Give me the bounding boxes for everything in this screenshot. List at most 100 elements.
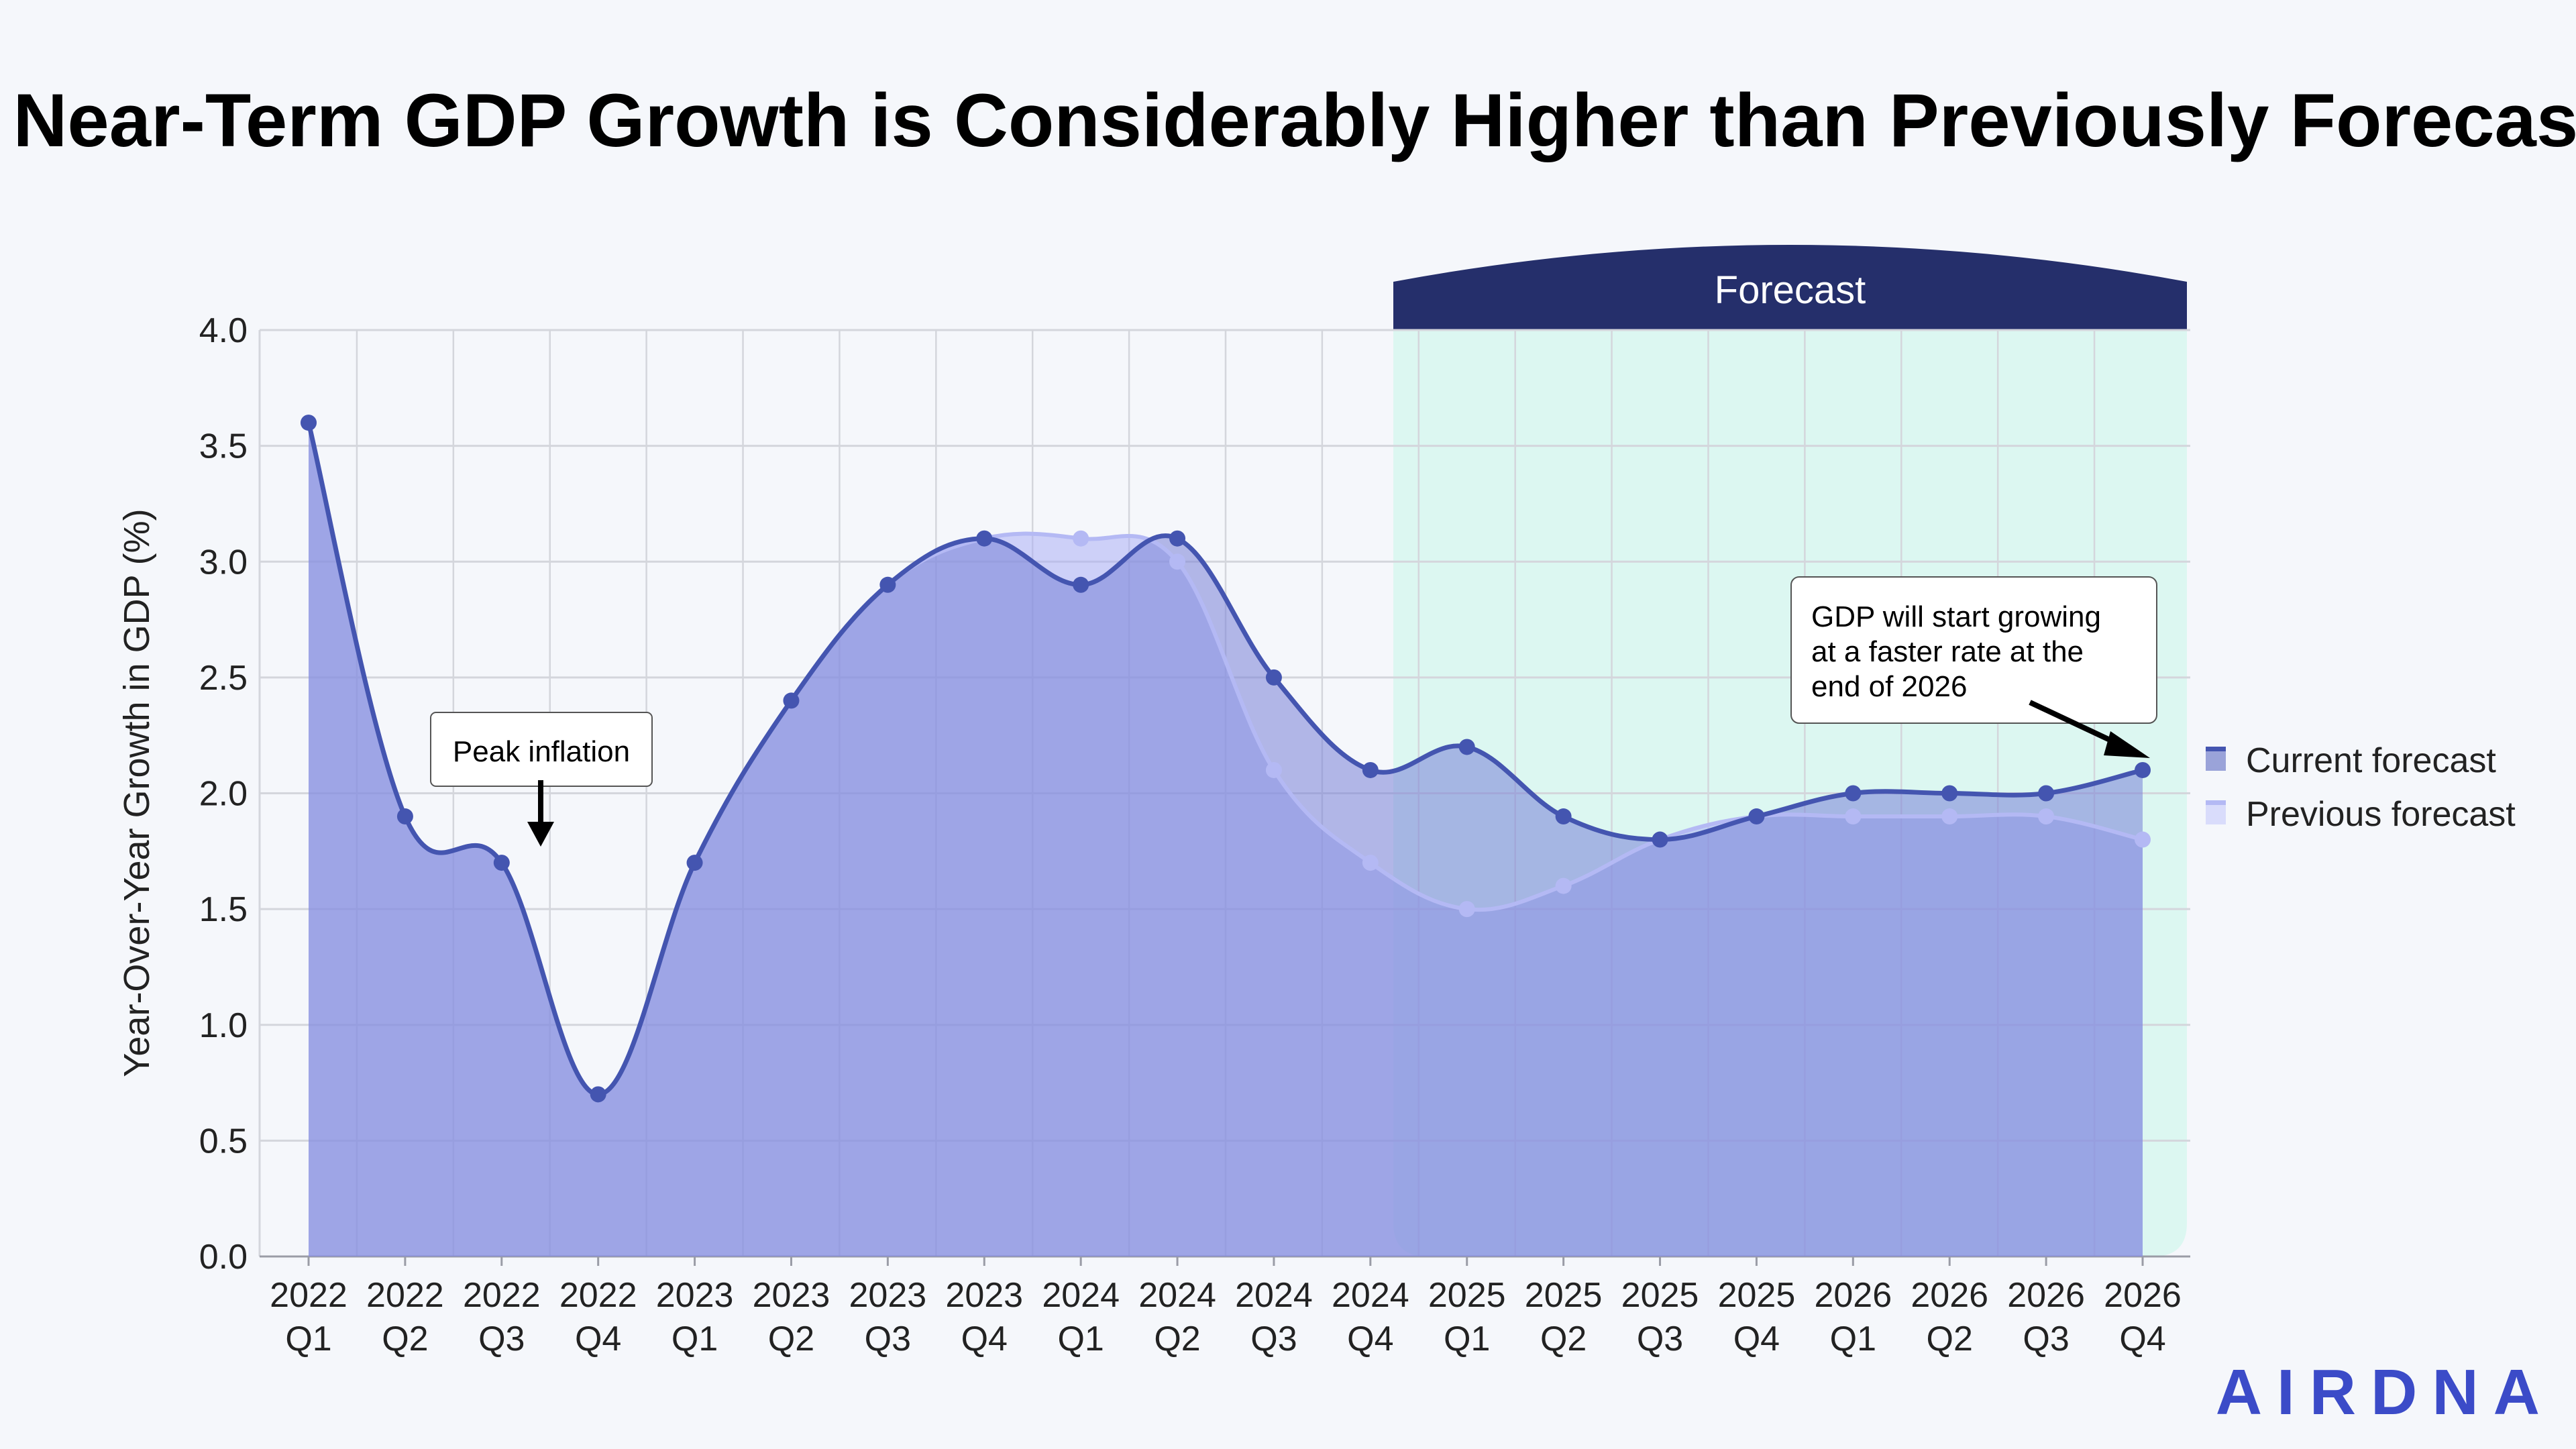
legend-swatch-line xyxy=(2206,747,2226,751)
data-point-current xyxy=(493,855,510,871)
data-point-current xyxy=(396,808,413,825)
data-point-previous xyxy=(1555,877,1572,894)
y-tick-label: 2.5 xyxy=(199,659,248,698)
x-tick-quarter: Q2 xyxy=(768,1320,814,1358)
data-point-previous xyxy=(2135,831,2151,848)
data-point-previous xyxy=(1169,553,1186,570)
x-tick-quarter: Q2 xyxy=(1540,1320,1587,1358)
data-point-current xyxy=(879,576,896,593)
x-tick-quarter: Q3 xyxy=(1637,1320,1683,1358)
data-point-current xyxy=(301,415,317,431)
data-point-previous xyxy=(1265,761,1282,778)
y-axis: 0.0 0.5 1.0 1.5 2.0 2.5 3.0 3.5 4.0 xyxy=(199,311,248,1277)
x-tick-quarter: Q2 xyxy=(1154,1320,1200,1358)
forecast-band-header xyxy=(1393,245,2187,330)
arrow-head-icon xyxy=(2104,731,2150,758)
y-tick-label: 3.5 xyxy=(199,427,248,466)
y-tick-label: 3.0 xyxy=(199,543,248,582)
line-current xyxy=(306,422,2143,1097)
x-tick-quarter: Q2 xyxy=(1927,1320,1973,1358)
data-point-previous xyxy=(2038,808,2055,825)
airdna-logo: AIRDNA xyxy=(2216,1356,2555,1428)
annotation-text: GDP will start growing xyxy=(1811,600,2101,633)
x-tick-year: 2023 xyxy=(849,1276,927,1315)
data-point-previous xyxy=(1362,855,1379,871)
x-tick-quarter: Q4 xyxy=(2119,1320,2165,1358)
x-tick-quarter: Q1 xyxy=(285,1320,331,1358)
series-areas xyxy=(309,423,2143,1256)
data-point-current xyxy=(1941,785,1958,802)
x-tick-year: 2024 xyxy=(1138,1276,1216,1315)
x-tick-year: 2022 xyxy=(366,1276,444,1315)
legend-label: Previous forecast xyxy=(2246,795,2516,834)
area-current xyxy=(309,423,2143,1256)
x-tick-year: 2023 xyxy=(945,1276,1023,1315)
x-tick-year: 2024 xyxy=(1332,1276,1409,1315)
data-point-current xyxy=(2038,785,2055,802)
data-point-current xyxy=(1555,808,1572,825)
forecast-label: Forecast xyxy=(1715,268,1866,312)
data-point-previous xyxy=(1845,808,1862,825)
data-point-current xyxy=(1458,739,1475,755)
x-tick-quarter: Q2 xyxy=(382,1320,428,1358)
x-tick-quarter: Q3 xyxy=(1250,1320,1297,1358)
x-tick-year: 2022 xyxy=(270,1276,347,1315)
x-tick-year: 2025 xyxy=(1525,1276,1603,1315)
data-point-current xyxy=(2135,761,2151,778)
x-tick-year: 2022 xyxy=(463,1276,541,1315)
x-tick-year: 2024 xyxy=(1235,1276,1313,1315)
chart-title: Near-Term GDP Growth is Considerably Hig… xyxy=(13,78,2576,162)
y-tick-label: 0.5 xyxy=(199,1122,248,1161)
data-point-current xyxy=(590,1086,606,1103)
y-tick-label: 4.0 xyxy=(199,311,248,350)
y-tick-label: 2.0 xyxy=(199,775,248,814)
data-point-previous xyxy=(1941,808,1958,825)
y-tick-label: 1.0 xyxy=(199,1006,248,1045)
legend: Current forecast Previous forecast xyxy=(2206,741,2516,834)
y-tick-label: 1.5 xyxy=(199,890,248,929)
arrow-head-icon xyxy=(527,822,554,847)
x-tick-year: 2025 xyxy=(1428,1276,1506,1315)
x-tick-year: 2026 xyxy=(1814,1276,1892,1315)
data-point-current xyxy=(783,692,800,709)
x-tick-year: 2025 xyxy=(1718,1276,1796,1315)
data-point-current xyxy=(686,855,703,871)
x-tick-year: 2026 xyxy=(1911,1276,1988,1315)
y-tick-label: 0.0 xyxy=(199,1238,248,1277)
x-tick-year: 2023 xyxy=(656,1276,734,1315)
data-point-current xyxy=(1362,761,1379,778)
annotation-text: Peak inflation xyxy=(453,735,630,768)
x-tick-quarter: Q1 xyxy=(1057,1320,1104,1358)
x-tick-quarter: Q3 xyxy=(865,1320,911,1358)
data-point-current xyxy=(1748,808,1765,825)
x-tick-year: 2026 xyxy=(2007,1276,2085,1315)
annotation-text: end of 2026 xyxy=(1811,670,1967,703)
data-point-previous xyxy=(1458,901,1475,918)
x-tick-year: 2026 xyxy=(2104,1276,2182,1315)
data-point-current xyxy=(1652,831,1668,848)
x-tick-quarter: Q1 xyxy=(672,1320,718,1358)
annotation-text: at a faster rate at the xyxy=(1811,635,2084,668)
data-point-current xyxy=(1845,785,1862,802)
data-point-current xyxy=(1073,576,1089,593)
data-point-current xyxy=(1169,530,1186,547)
x-tick-quarter: Q4 xyxy=(961,1320,1008,1358)
x-tick-year: 2023 xyxy=(753,1276,830,1315)
arrow-shaft xyxy=(2029,700,2121,747)
x-tick-quarter: Q1 xyxy=(1830,1320,1876,1358)
annotation-box xyxy=(1790,576,2157,724)
series-lines xyxy=(301,415,2151,1103)
x-tick-quarter: Q1 xyxy=(1444,1320,1490,1358)
y-axis-label: Year-Over-Year Growth in GDP (%) xyxy=(117,508,157,1077)
data-point-previous xyxy=(1073,530,1089,547)
x-tick-quarter: Q4 xyxy=(1347,1320,1393,1358)
x-tick-quarter: Q3 xyxy=(2023,1320,2069,1358)
data-point-current xyxy=(1265,669,1282,686)
x-tick-quarter: Q4 xyxy=(1733,1320,1780,1358)
legend-swatch-line xyxy=(2206,800,2226,805)
x-tick-year: 2024 xyxy=(1042,1276,1120,1315)
x-tick-year: 2022 xyxy=(559,1276,637,1315)
x-axis: 2022 Q1 2022 Q2 2022 Q3 2022 Q4 2023 Q1 2023 Q2 2023… xyxy=(270,1256,2182,1358)
